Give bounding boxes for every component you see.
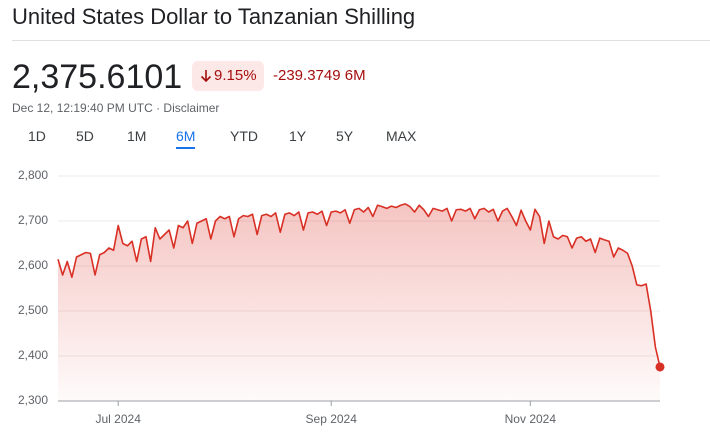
price: 2,375.6101 [12, 58, 183, 96]
line [57, 203, 661, 368]
area [58, 203, 660, 401]
tab[interactable]: 6M [176, 128, 196, 149]
tab[interactable]: 1D [28, 128, 46, 144]
y-tick-label: 2,800 [18, 168, 48, 182]
y-tick-label: 2,500 [18, 303, 48, 317]
change-period: 6M [344, 67, 366, 84]
tab[interactable]: 1M [127, 128, 147, 144]
x-tick-label: Sep 2024 [306, 412, 358, 426]
chart: 2,300 2,400 2,500 2,600 2,700 2,800 Jul 2024 Se… [18, 168, 665, 426]
page-title: United States Dollar to Tanzanian Shilli… [12, 4, 416, 29]
timestamp: Dec 12, 12:19:40 PM UTC · Disclaimer [12, 101, 220, 115]
change-badge: 9.15% [192, 61, 264, 91]
down-arrow [200, 70, 212, 83]
tab[interactable]: 5Y [336, 128, 354, 144]
x-tick-label: Nov 2024 [505, 412, 557, 426]
y-tick-label: 2,700 [18, 213, 48, 227]
end-point [655, 362, 665, 372]
x-tick-label: Jul 2024 [96, 412, 142, 426]
change: -239.3749 6M [273, 67, 366, 84]
tab[interactable]: YTD [230, 128, 258, 144]
y-tick-label: 2,300 [18, 393, 48, 407]
change-value: -239.3749 [273, 67, 341, 84]
divider [12, 40, 710, 41]
y-tick-label: 2,600 [18, 258, 48, 272]
tab[interactable]: MAX [386, 128, 417, 144]
tab[interactable]: 1Y [289, 128, 307, 144]
disclaimer[interactable]: Disclaimer [163, 101, 220, 115]
change-percent: 9.15% [214, 67, 257, 84]
tab[interactable]: 5D [76, 128, 94, 144]
y-tick-label: 2,400 [18, 348, 48, 362]
time: Dec 12, 12:19:40 PM UTC [12, 101, 153, 115]
